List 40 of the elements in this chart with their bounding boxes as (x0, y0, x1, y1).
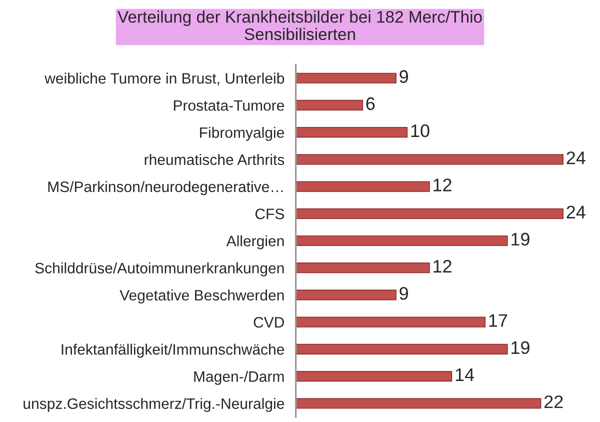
bar (296, 370, 452, 382)
data-label: 17 (489, 314, 508, 327)
data-label: 24 (566, 206, 586, 218)
bar (296, 100, 364, 111)
y-tick-label: rheumatische Arthrits (144, 154, 284, 166)
data-label: 14 (456, 368, 474, 381)
y-tick-label: Allergien (226, 235, 284, 250)
bar (296, 344, 508, 354)
y-tick-label: Infektanfälligkeit/Immunschwäche (62, 344, 284, 358)
data-label: 12 (434, 178, 452, 192)
y-tick-label: CVD (254, 317, 284, 328)
data-label: 10 (411, 124, 430, 138)
y-tick-label: unspz.Gesichtsschmerz/Trig.-Neuralgie (24, 398, 284, 412)
data-label: 9 (400, 70, 408, 83)
bar (296, 316, 486, 328)
y-tick-label: Magen-/Darm (194, 370, 284, 385)
y-tick-label: Vegetative Beschwerden (120, 290, 284, 304)
bar (296, 235, 508, 246)
data-label: 22 (544, 395, 563, 408)
y-tick-label: Prostata-Tumore (174, 100, 284, 111)
bar (296, 154, 564, 165)
bar (296, 127, 408, 138)
y-tick-label: Fibromyalgie (200, 126, 284, 141)
data-label: 19 (512, 341, 530, 354)
bar (296, 290, 396, 300)
data-label: 24 (566, 151, 586, 164)
y-tick-label: Schilddrüse/Autoimmunerkrankungen (35, 262, 284, 276)
data-label: 9 (400, 287, 408, 300)
y-tick-label: weibliche Tumore in Brust, Unterleib (44, 72, 284, 86)
bar (296, 181, 430, 192)
y-tick-label: MS/Parkinson/neurodegenerative… (48, 181, 283, 196)
bar (296, 72, 396, 84)
data-label: 19 (512, 232, 530, 246)
chart-title: Verteilung der Krankheitsbilder bei 182 Merc/Thio Sensibilisierten (118, 10, 482, 40)
bar (296, 208, 564, 219)
bar (296, 398, 542, 409)
data-label: 6 (366, 97, 375, 110)
data-label: 12 (434, 260, 452, 273)
bar (296, 262, 430, 274)
y-tick-label: CFS (255, 208, 284, 220)
